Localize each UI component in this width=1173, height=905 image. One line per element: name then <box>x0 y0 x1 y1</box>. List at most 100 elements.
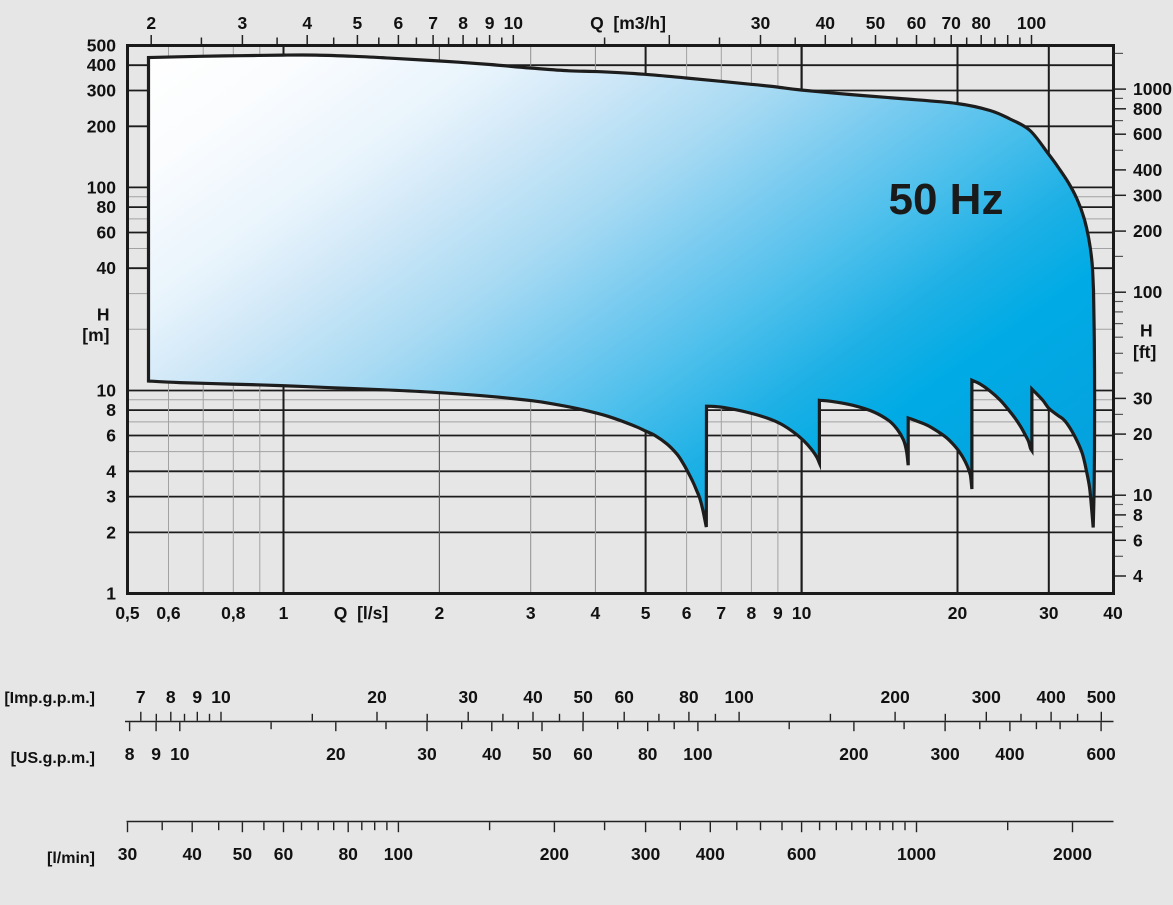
svg-text:6: 6 <box>106 426 116 446</box>
svg-text:1: 1 <box>279 603 289 623</box>
svg-text:0,8: 0,8 <box>221 603 246 623</box>
svg-text:40: 40 <box>182 844 202 864</box>
svg-text:0,5: 0,5 <box>115 603 140 623</box>
svg-text:50: 50 <box>573 687 593 707</box>
svg-text:500: 500 <box>1087 687 1116 707</box>
svg-text:[ft]: [ft] <box>1133 342 1156 362</box>
svg-text:H: H <box>1140 321 1153 341</box>
svg-text:200: 200 <box>839 744 868 764</box>
svg-text:60: 60 <box>274 844 294 864</box>
svg-text:50: 50 <box>233 844 253 864</box>
svg-text:10: 10 <box>211 687 231 707</box>
svg-text:1: 1 <box>106 584 116 604</box>
svg-text:80: 80 <box>679 687 699 707</box>
svg-text:60: 60 <box>907 13 927 33</box>
svg-text:50: 50 <box>866 13 886 33</box>
svg-text:400: 400 <box>1036 687 1065 707</box>
svg-text:40: 40 <box>1103 603 1123 623</box>
svg-text:40: 40 <box>482 744 502 764</box>
svg-text:20: 20 <box>326 744 346 764</box>
svg-text:[l/min]: [l/min] <box>47 850 95 867</box>
svg-text:4: 4 <box>302 13 312 33</box>
svg-text:200: 200 <box>1133 221 1162 241</box>
svg-text:Q [l/s]: Q [l/s] <box>334 603 388 623</box>
svg-text:400: 400 <box>696 844 725 864</box>
svg-text:80: 80 <box>97 197 117 217</box>
svg-text:100: 100 <box>1133 282 1162 302</box>
svg-text:3: 3 <box>526 603 536 623</box>
svg-text:100: 100 <box>384 844 413 864</box>
svg-text:200: 200 <box>540 844 569 864</box>
svg-text:30: 30 <box>1039 603 1059 623</box>
svg-text:6: 6 <box>682 603 692 623</box>
svg-text:80: 80 <box>638 744 658 764</box>
svg-text:9: 9 <box>151 744 161 764</box>
svg-text:400: 400 <box>87 55 116 75</box>
svg-text:5: 5 <box>353 13 363 33</box>
svg-text:100: 100 <box>1017 13 1046 33</box>
svg-text:2: 2 <box>146 13 156 33</box>
svg-text:400: 400 <box>995 744 1024 764</box>
svg-text:300: 300 <box>972 687 1001 707</box>
svg-text:500: 500 <box>87 36 116 56</box>
svg-text:10: 10 <box>97 381 117 401</box>
svg-text:7: 7 <box>428 13 438 33</box>
svg-text:5: 5 <box>641 603 651 623</box>
svg-text:30: 30 <box>417 744 437 764</box>
svg-text:4: 4 <box>591 603 601 623</box>
svg-text:10: 10 <box>170 744 190 764</box>
svg-text:[Imp.g.p.m.]: [Imp.g.p.m.] <box>4 690 95 707</box>
svg-text:300: 300 <box>930 744 959 764</box>
svg-text:400: 400 <box>1133 160 1162 180</box>
svg-text:50: 50 <box>532 744 552 764</box>
svg-text:3: 3 <box>106 487 116 507</box>
svg-text:10: 10 <box>1133 485 1153 505</box>
svg-text:8: 8 <box>458 13 468 33</box>
svg-text:300: 300 <box>87 81 116 101</box>
svg-text:30: 30 <box>751 13 771 33</box>
svg-text:9: 9 <box>773 603 783 623</box>
svg-text:300: 300 <box>1133 185 1162 205</box>
svg-text:200: 200 <box>87 116 116 136</box>
svg-text:6: 6 <box>394 13 404 33</box>
svg-text:40: 40 <box>97 258 117 278</box>
svg-text:600: 600 <box>1086 744 1115 764</box>
svg-text:8: 8 <box>747 603 757 623</box>
svg-text:1000: 1000 <box>897 844 936 864</box>
svg-text:800: 800 <box>1133 99 1162 119</box>
svg-text:40: 40 <box>816 13 836 33</box>
svg-text:70: 70 <box>941 13 961 33</box>
svg-text:20: 20 <box>948 603 968 623</box>
svg-text:0,6: 0,6 <box>156 603 181 623</box>
svg-text:7: 7 <box>136 687 146 707</box>
svg-text:8: 8 <box>125 744 135 764</box>
svg-text:20: 20 <box>367 687 387 707</box>
svg-text:2: 2 <box>435 603 445 623</box>
svg-text:4: 4 <box>1133 566 1143 586</box>
svg-text:100: 100 <box>724 687 753 707</box>
svg-text:600: 600 <box>1133 124 1162 144</box>
svg-text:2000: 2000 <box>1053 844 1092 864</box>
svg-text:80: 80 <box>971 13 991 33</box>
svg-text:30: 30 <box>1133 388 1153 408</box>
svg-text:300: 300 <box>631 844 660 864</box>
svg-text:7: 7 <box>716 603 726 623</box>
svg-text:8: 8 <box>166 687 176 707</box>
svg-text:80: 80 <box>338 844 358 864</box>
svg-text:60: 60 <box>614 687 634 707</box>
svg-text:60: 60 <box>97 223 117 243</box>
svg-text:30: 30 <box>118 844 138 864</box>
svg-text:[US.g.p.m.]: [US.g.p.m.] <box>11 750 95 767</box>
svg-text:2: 2 <box>106 522 116 542</box>
svg-text:6: 6 <box>1133 530 1143 550</box>
svg-text:1000: 1000 <box>1133 79 1172 99</box>
svg-text:Q [m3/h]: Q [m3/h] <box>590 13 666 33</box>
svg-text:3: 3 <box>238 13 248 33</box>
svg-text:40: 40 <box>523 687 543 707</box>
svg-text:[m]: [m] <box>82 325 109 345</box>
svg-text:10: 10 <box>504 13 524 33</box>
svg-text:200: 200 <box>880 687 909 707</box>
svg-text:4: 4 <box>106 461 116 481</box>
svg-text:9: 9 <box>192 687 202 707</box>
svg-text:9: 9 <box>485 13 495 33</box>
